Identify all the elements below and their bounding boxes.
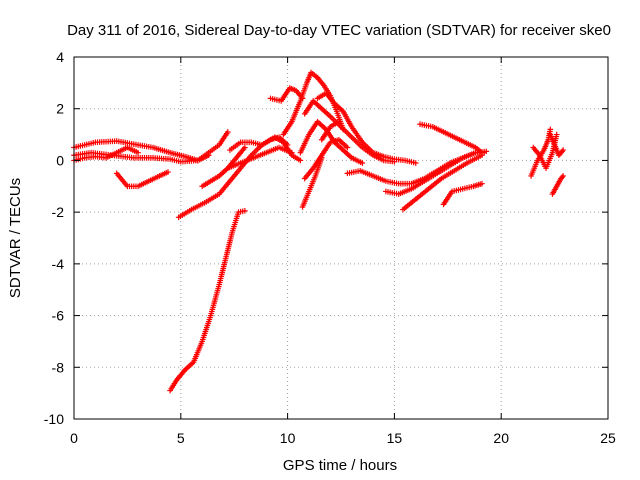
data-point (359, 160, 366, 166)
y-tick-label: -10 (44, 411, 64, 427)
series-arc-22 (400, 152, 485, 213)
series-arc-27 (547, 131, 566, 159)
series-arc-10 (224, 144, 295, 171)
series-arc-01 (71, 138, 212, 164)
data-point (412, 160, 419, 166)
x-axis-label: GPS time / hours (283, 457, 397, 474)
series-arc-17 (301, 136, 351, 182)
series-arc-15 (301, 98, 398, 165)
x-tick-label: 5 (177, 430, 185, 446)
plot-frame (73, 56, 609, 420)
data-point (479, 180, 485, 187)
data-point (553, 131, 560, 138)
series-arc-04 (113, 169, 171, 190)
chart-title: Day 311 of 2016, Sidereal Day-to-day VTE… (67, 22, 611, 39)
y-tick-label: -4 (52, 256, 65, 272)
data-point (242, 208, 248, 214)
series-arc-28 (549, 173, 566, 197)
axis-ticks: 0 5 10 15 20 25 -10 -8 -6 -4 -2 0 2 4 (44, 49, 616, 446)
x-tick-label: 10 (280, 430, 296, 446)
y-tick-label: 2 (56, 101, 64, 117)
data-point (483, 148, 490, 155)
series-arc-23 (417, 121, 485, 156)
series-arc-07 (195, 129, 231, 164)
data-points (71, 69, 566, 394)
series-arc-18 (299, 155, 325, 210)
data-point (297, 157, 304, 164)
y-axis-label: SDTVAR / TECUs (7, 178, 24, 298)
data-point (135, 149, 141, 156)
data-point (547, 126, 554, 133)
data-point (224, 129, 231, 135)
x-tick-label: 0 (70, 430, 78, 446)
data-point (242, 144, 248, 151)
data-point (318, 155, 325, 161)
y-tick-label: -8 (52, 359, 65, 375)
data-point (165, 169, 171, 175)
data-point (289, 149, 295, 156)
grid-lines (74, 57, 608, 419)
y-tick-label: -6 (52, 308, 65, 324)
data-point (284, 142, 291, 148)
data-point (560, 147, 566, 153)
data-point (344, 144, 351, 151)
data-point (560, 173, 566, 179)
y-tick-label: -2 (52, 204, 65, 220)
series-arc-09 (227, 134, 291, 153)
series-arc-11 (267, 85, 306, 104)
series-arc-24 (440, 180, 485, 208)
x-tick-label: 15 (387, 430, 403, 446)
series-arc-05 (167, 208, 248, 394)
series-arc-19 (318, 118, 342, 143)
series-arc-12 (280, 69, 321, 138)
x-tick-label: 25 (600, 430, 616, 446)
x-tick-label: 20 (493, 430, 509, 446)
y-tick-label: 4 (56, 49, 64, 65)
series-arc-16 (314, 90, 419, 166)
data-point (336, 118, 342, 125)
y-tick-label: 0 (56, 152, 64, 168)
series-arc-03 (71, 144, 141, 164)
data-point (479, 149, 485, 156)
